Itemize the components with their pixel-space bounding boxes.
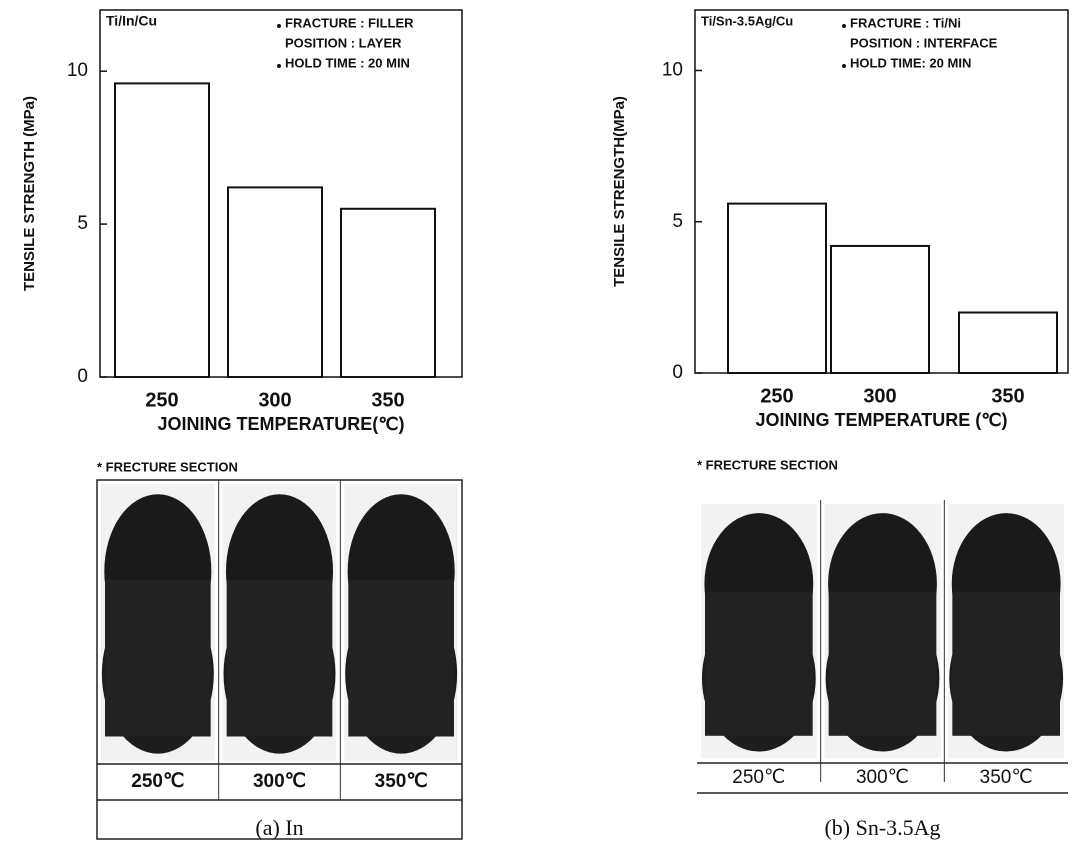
photo-blob — [828, 591, 937, 736]
y-tick-label: 10 — [662, 60, 683, 81]
bullet — [842, 64, 846, 68]
bar — [227, 186, 323, 378]
y-tick-label: 0 — [77, 366, 88, 387]
x-tick-label: 300 — [258, 389, 291, 411]
y-axis-label: TENSILE STRENGTH (MPa) — [21, 96, 38, 291]
section-heading: * FRECTURE SECTION — [697, 457, 838, 472]
x-tick-label: 350 — [991, 385, 1024, 407]
annotation: POSITION : INTERFACE — [850, 35, 998, 50]
x-axis-label: JOINING TEMPERATURE(℃) — [158, 414, 405, 434]
x-tick-label: 250 — [145, 389, 178, 411]
annotation: FRACTURE : FILLER — [285, 15, 414, 30]
photo-blob — [105, 579, 211, 737]
bullet — [277, 64, 281, 68]
y-tick-label: 10 — [67, 60, 88, 81]
annotation: HOLD TIME: 20 MIN — [850, 55, 971, 70]
caption: (a) In — [255, 815, 303, 840]
annotation: POSITION : LAYER — [285, 35, 402, 50]
x-tick-label: 300 — [863, 385, 896, 407]
photo-label: 350℃ — [375, 771, 428, 792]
annotation: FRACTURE : Ti/Ni — [850, 15, 961, 30]
photo-frame — [96, 479, 463, 840]
bar — [340, 207, 436, 378]
bar — [114, 82, 210, 379]
annotation: HOLD TIME : 20 MIN — [285, 55, 410, 70]
y-tick-label: 0 — [672, 362, 683, 383]
bullet — [277, 24, 281, 28]
bar — [727, 202, 827, 374]
y-axis-label: TENSILE STRENGTH(MPa) — [611, 96, 628, 287]
photo-label: 350℃ — [980, 767, 1033, 788]
caption: (b) Sn-3.5Ag — [824, 815, 940, 840]
photo-label: 300℃ — [253, 771, 306, 792]
y-tick-label: 5 — [77, 213, 88, 234]
x-tick-label: 350 — [371, 389, 404, 411]
bullet — [842, 24, 846, 28]
photo-blob — [226, 579, 333, 737]
photo-blob — [705, 591, 813, 736]
x-axis-label: JOINING TEMPERATURE (℃) — [756, 410, 1008, 430]
chart-title: Ti/In/Cu — [106, 13, 157, 29]
bar — [830, 244, 930, 374]
section-heading: * FRECTURE SECTION — [97, 459, 238, 474]
photo-label: 300℃ — [856, 767, 909, 788]
x-tick-label: 250 — [760, 385, 793, 407]
chart-title: Ti/Sn-3.5Ag/Cu — [701, 13, 793, 28]
photo-label: 250℃ — [131, 771, 184, 792]
y-tick-label: 5 — [672, 211, 683, 232]
photo-blob — [348, 579, 454, 737]
bar — [958, 311, 1058, 374]
photo-label: 250℃ — [732, 767, 785, 788]
photo-blob — [952, 591, 1060, 736]
